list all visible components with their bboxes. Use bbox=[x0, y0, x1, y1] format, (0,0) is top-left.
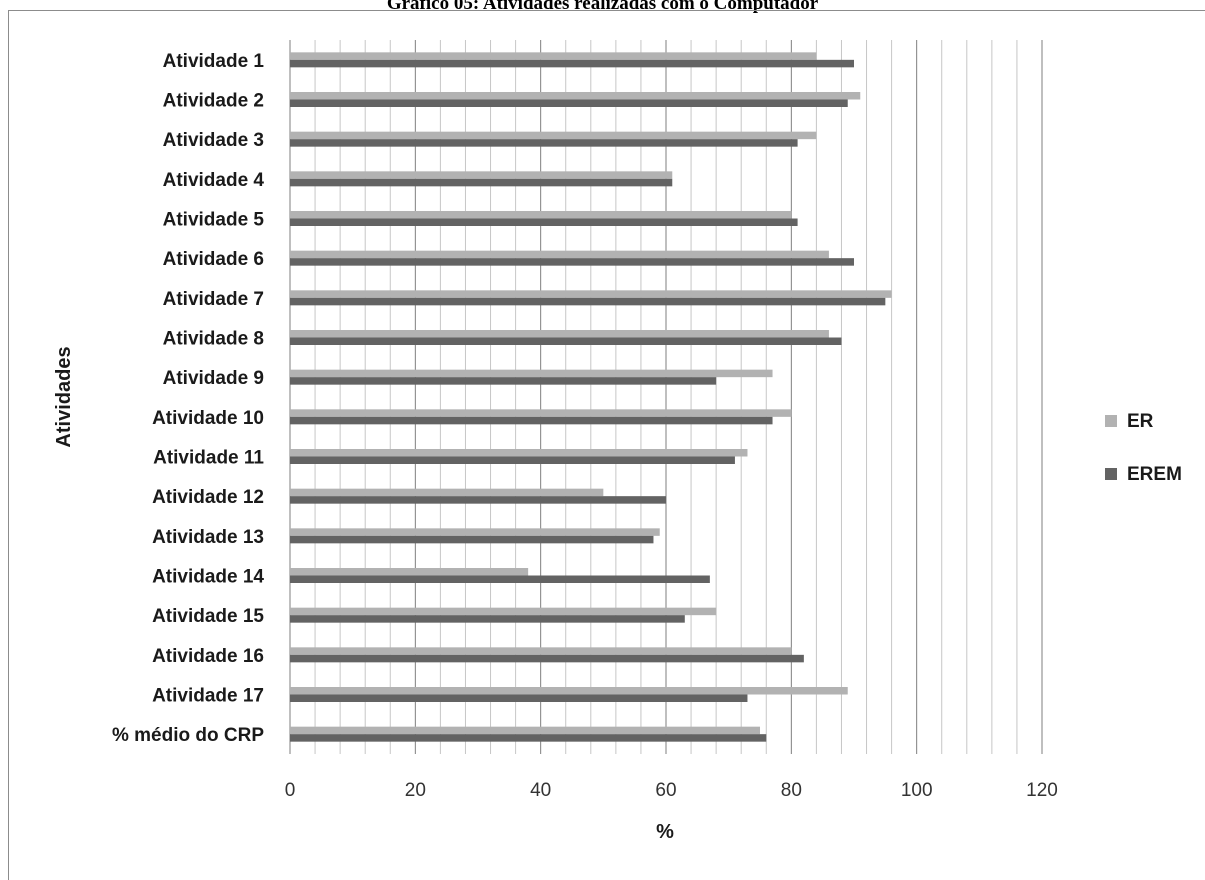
category-label: Atividade 17 bbox=[152, 686, 264, 707]
bar-erem bbox=[290, 178, 673, 187]
bar-er bbox=[290, 52, 817, 60]
chart-frame bbox=[8, 10, 1205, 880]
bar-er bbox=[290, 92, 861, 100]
bar-er bbox=[290, 131, 817, 140]
legend-label-erem: EREM bbox=[1127, 464, 1182, 485]
bar-erem bbox=[290, 297, 886, 306]
bar-erem bbox=[290, 99, 848, 107]
bar-er bbox=[290, 488, 604, 497]
bar-erem bbox=[290, 456, 735, 464]
category-labels: Atividade 1 Atividade 2 Atividade 3 Ativida… bbox=[112, 51, 264, 746]
category-label: Atividade 4 bbox=[163, 170, 265, 191]
category-label: Atividade 13 bbox=[152, 527, 264, 548]
bar-er bbox=[290, 528, 660, 536]
bar-erem bbox=[290, 496, 666, 504]
bar-er bbox=[290, 726, 760, 735]
x-tick-label: 80 bbox=[781, 780, 802, 801]
bar-erem bbox=[290, 258, 854, 266]
category-label: Atividade 12 bbox=[152, 487, 264, 508]
bars bbox=[290, 52, 892, 742]
bar-erem bbox=[290, 654, 804, 663]
x-tick-label: 20 bbox=[405, 780, 426, 801]
bar-er bbox=[290, 607, 717, 616]
bar-er bbox=[290, 171, 673, 179]
category-label: Atividade 1 bbox=[163, 51, 265, 72]
category-label: Atividade 10 bbox=[152, 408, 264, 429]
category-label: Atividade 9 bbox=[163, 368, 264, 389]
bar-erem bbox=[290, 575, 710, 583]
x-tick-label: 100 bbox=[901, 780, 933, 801]
x-tick-label: 120 bbox=[1026, 780, 1058, 801]
x-tick-labels: 0 20 40 60 80 100 120 bbox=[285, 780, 1058, 801]
bar-er bbox=[290, 211, 792, 219]
x-tick-label: 60 bbox=[655, 780, 676, 801]
bar-er bbox=[290, 568, 529, 576]
bar-er bbox=[290, 330, 829, 338]
bar-erem bbox=[290, 694, 748, 702]
category-label: Atividade 7 bbox=[163, 289, 264, 310]
bar-erem bbox=[290, 615, 685, 623]
category-label: Atividade 16 bbox=[152, 646, 264, 667]
bar-erem bbox=[290, 139, 798, 147]
category-label: Atividade 2 bbox=[163, 91, 264, 112]
bar-erem bbox=[290, 337, 842, 345]
bar-erem bbox=[290, 416, 773, 425]
bar-er bbox=[290, 290, 892, 298]
bar-er bbox=[290, 647, 792, 655]
x-tick-label: 0 bbox=[285, 780, 296, 801]
category-label: Atividade 8 bbox=[163, 329, 264, 350]
bar-erem bbox=[290, 59, 854, 68]
x-tick-label: 40 bbox=[530, 780, 551, 801]
category-label: Atividade 6 bbox=[163, 249, 264, 270]
category-label: Atividade 15 bbox=[152, 606, 264, 627]
legend-label-er: ER bbox=[1127, 411, 1154, 432]
category-label: Atividade 11 bbox=[153, 448, 264, 469]
bar-erem bbox=[290, 734, 767, 742]
y-axis-title: Atividades bbox=[53, 346, 75, 447]
bar-er bbox=[290, 409, 792, 417]
gridlines bbox=[289, 40, 1043, 754]
category-label: Atividade 5 bbox=[163, 210, 265, 231]
legend-swatch-erem bbox=[1105, 468, 1117, 480]
bar-erem bbox=[290, 377, 717, 385]
legend: ER EREM bbox=[1105, 411, 1182, 485]
category-label: Atividade 3 bbox=[163, 130, 264, 151]
bar-er bbox=[290, 687, 848, 695]
bar-erem bbox=[290, 535, 654, 544]
bar-er bbox=[290, 369, 773, 378]
x-axis-title: % bbox=[656, 821, 674, 843]
bar-er bbox=[290, 250, 829, 259]
bar-er bbox=[290, 449, 748, 457]
category-label: Atividade 14 bbox=[152, 567, 264, 588]
bar-erem bbox=[290, 218, 798, 226]
legend-swatch-er bbox=[1105, 415, 1117, 427]
category-label: % médio do CRP bbox=[112, 725, 264, 746]
